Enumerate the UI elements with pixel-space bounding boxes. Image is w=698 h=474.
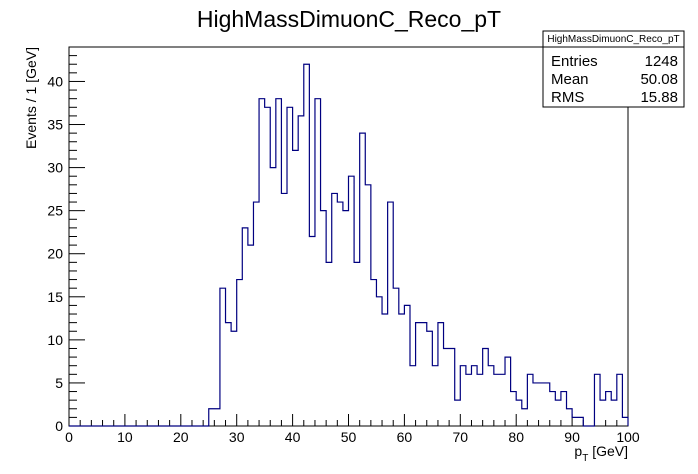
x-tick-label: 10 xyxy=(117,429,133,445)
y-axis-label: Events / 1 [GeV] xyxy=(23,47,39,149)
y-tick-label: 20 xyxy=(47,246,63,262)
x-tick-label: 60 xyxy=(397,429,413,445)
x-tick-label: 80 xyxy=(508,429,524,445)
stats-entries-label: Entries xyxy=(551,53,598,70)
chart-title: HighMassDimuonC_Reco_pT xyxy=(197,6,501,32)
x-axis: 0 10 20 30 40 50 60 70 80 90 100 xyxy=(65,414,640,445)
y-tick-label: 25 xyxy=(47,203,63,219)
y-tick-label: 40 xyxy=(47,73,63,89)
x-tick-label: 70 xyxy=(453,429,469,445)
x-tick-label: 20 xyxy=(173,429,189,445)
y-tick-label: 0 xyxy=(55,418,63,434)
stats-rms-value: 15.88 xyxy=(640,89,678,106)
stats-mean-value: 50.08 xyxy=(640,71,678,88)
stats-box-title: HighMassDimuonC_Reco_pT xyxy=(547,34,679,45)
x-tick-label: 90 xyxy=(564,429,580,445)
x-axis-label: pT [GeV] xyxy=(574,443,628,464)
x-tick-label: 0 xyxy=(65,429,73,445)
x-tick-label: 30 xyxy=(229,429,245,445)
x-tick-label: 50 xyxy=(341,429,357,445)
stats-mean-label: Mean xyxy=(551,71,589,88)
stats-rms-label: RMS xyxy=(551,89,584,106)
y-tick-label: 30 xyxy=(47,160,63,176)
y-tick-label: 10 xyxy=(47,332,63,348)
x-tick-label: 40 xyxy=(285,429,301,445)
y-tick-label: 5 xyxy=(55,375,63,391)
stats-entries-value: 1248 xyxy=(645,53,678,70)
stats-box-frame xyxy=(542,30,685,108)
histogram-series-line xyxy=(69,63,629,427)
stats-box: HighMassDimuonC_Reco_pT Entries 1248 Mea… xyxy=(542,30,685,108)
y-tick-label: 35 xyxy=(47,117,63,133)
x-tick-label: 100 xyxy=(616,429,640,445)
y-axis: 0 5 10 15 20 25 30 35 40 xyxy=(47,46,85,434)
y-tick-label: 15 xyxy=(47,289,63,305)
